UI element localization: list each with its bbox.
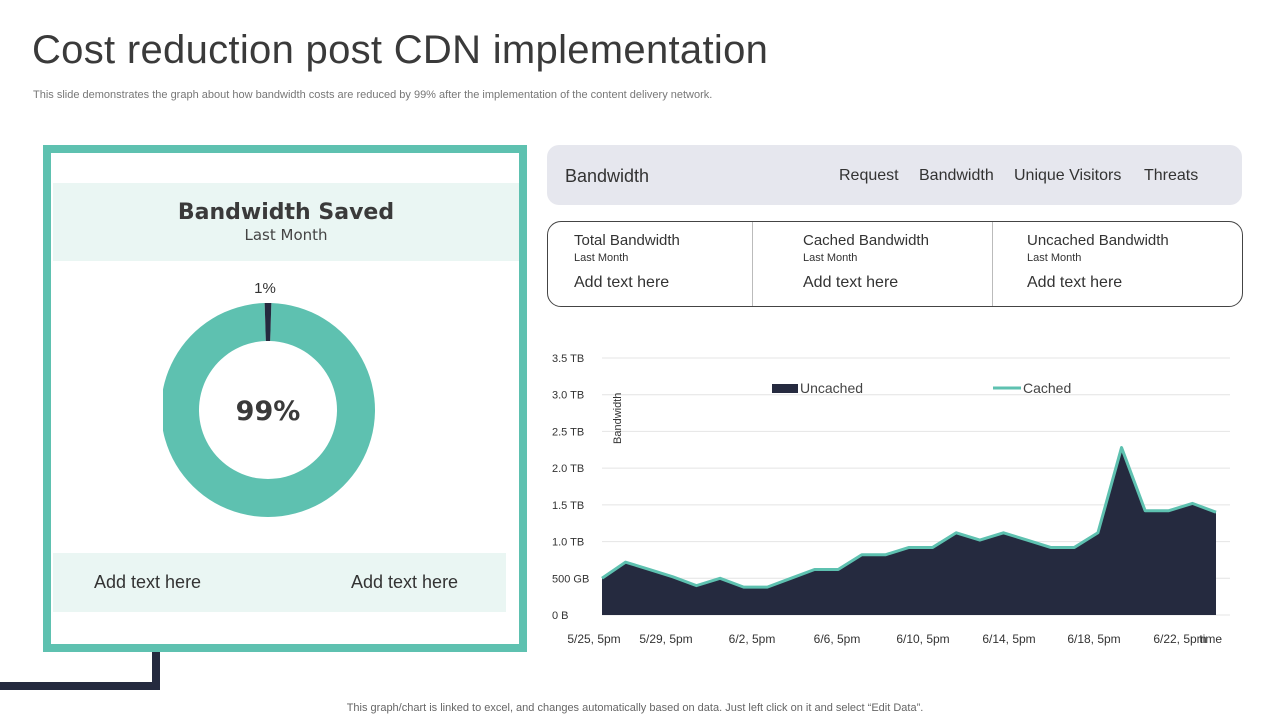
bandwidth-saved-card: Bandwidth Saved Last Month 99% 1% Add tex… xyxy=(43,145,527,652)
tab-bandwidth[interactable]: Bandwidth xyxy=(919,167,994,184)
y-tick-label: 0 B xyxy=(552,610,569,622)
x-tick-label: 6/6, 5pm xyxy=(814,632,861,646)
y-axis-label: Bandwidth xyxy=(612,393,624,444)
x-tick-label: 6/10, 5pm xyxy=(896,632,949,646)
y-tick-label: 500 GB xyxy=(552,573,589,585)
x-axis-label: time xyxy=(1199,632,1222,646)
tab-bar-title: Bandwidth xyxy=(565,166,650,186)
saved-title: Bandwidth Saved xyxy=(177,200,395,225)
corner-accent-vertical xyxy=(152,650,160,690)
donut-center-label: 99% xyxy=(236,396,301,427)
stat-subtitle: Last Month xyxy=(1027,252,1082,264)
x-tick-label: 6/2, 5pm xyxy=(729,632,776,646)
slide-title: Cost reduction post CDN implementation xyxy=(32,28,769,72)
tab-request[interactable]: Request xyxy=(839,167,899,184)
saved-subtitle: Last Month xyxy=(244,226,328,244)
y-tick-label: 1.0 TB xyxy=(552,537,584,549)
y-tick-label: 3.0 TB xyxy=(552,390,584,402)
bottom-right-text: Add text here xyxy=(351,572,459,592)
legend-label-cached: Cached xyxy=(1023,380,1071,396)
slide-footer: This graph/chart is linked to excel, and… xyxy=(346,702,924,714)
donut-chart: 99% 1% xyxy=(163,280,375,518)
bandwidth-stats-box: Total Bandwidth Last Month Add text here… xyxy=(547,221,1243,307)
stat-subtitle: Last Month xyxy=(574,252,629,264)
y-tick-label: 3.5 TB xyxy=(552,353,584,365)
stat-title: Uncached Bandwidth xyxy=(1027,232,1169,249)
y-tick-label: 2.5 TB xyxy=(552,426,584,438)
bandwidth-area-chart: 0 B 500 GB 1.0 TB 1.5 TB 2.0 TB 2.5 TB 3.0 TB 3… xyxy=(552,353,1230,646)
slide-subtitle: This slide demonstrates the graph about … xyxy=(33,89,713,101)
stat-subtitle: Last Month xyxy=(803,252,858,264)
x-tick-label: 5/25, 5pm xyxy=(567,632,620,646)
stat-divider xyxy=(992,222,993,306)
x-tick-label: 6/22, 5pm xyxy=(1153,632,1206,646)
donut-slice-not-saved xyxy=(264,303,272,342)
stat-value: Add text here xyxy=(803,274,899,291)
tab-threats[interactable]: Threats xyxy=(1144,167,1199,184)
saved-header: Bandwidth Saved Last Month xyxy=(53,183,519,261)
bottom-left-text: Add text here xyxy=(94,572,202,592)
x-tick-label: 6/18, 5pm xyxy=(1067,632,1120,646)
line-cached xyxy=(601,446,1217,589)
saved-bottom-panel: Add text here Add text here xyxy=(53,553,506,612)
y-tick-label: 2.0 TB xyxy=(552,463,584,475)
y-tick-label: 1.5 TB xyxy=(552,500,584,512)
area-uncached xyxy=(602,447,1216,615)
stat-divider xyxy=(752,222,753,306)
legend-label-uncached: Uncached xyxy=(800,380,863,396)
stat-value: Add text here xyxy=(574,274,670,291)
x-tick-label: 6/14, 5pm xyxy=(982,632,1035,646)
stat-title: Total Bandwidth xyxy=(574,232,680,249)
x-tick-label: 5/29, 5pm xyxy=(639,632,692,646)
donut-small-label: 1% xyxy=(254,280,276,297)
stat-title: Cached Bandwidth xyxy=(803,232,929,249)
metrics-tab-bar: Bandwidth Request Bandwidth Unique Visit… xyxy=(547,145,1242,205)
tab-unique-visitors[interactable]: Unique Visitors xyxy=(1014,167,1122,184)
donut-slice-saved xyxy=(163,303,375,518)
legend-swatch-uncached xyxy=(772,384,798,393)
stat-value: Add text here xyxy=(1027,274,1123,291)
corner-accent-horizontal xyxy=(0,682,160,690)
